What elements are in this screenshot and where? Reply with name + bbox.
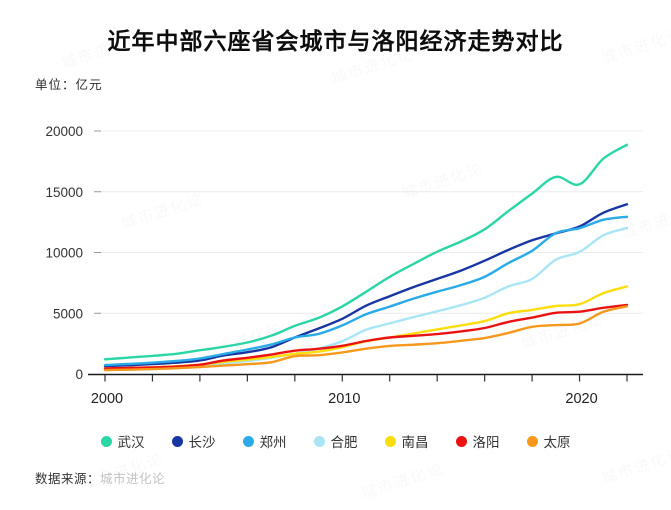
y-axis-tick-label: 0	[75, 367, 83, 382]
y-axis-tick-label: 15000	[45, 185, 83, 200]
legend-dot-icon	[384, 435, 396, 447]
legend-dot-icon	[455, 435, 467, 447]
chart-title: 近年中部六座省会城市与洛阳经济走势对比	[107, 28, 564, 54]
legend-label: 洛阳	[472, 435, 500, 450]
unit-label: 单位：亿元	[35, 78, 103, 92]
legend-item: 长沙	[171, 431, 216, 451]
data-source-name: 城市进化论	[100, 472, 166, 486]
y-axis-tick-label: 20000	[45, 124, 83, 139]
legend-item: 南昌	[384, 431, 429, 451]
legend-item: 合肥	[313, 431, 358, 451]
legend-label: 长沙	[188, 435, 216, 450]
x-axis-tick-label: 2000	[91, 391, 123, 407]
legend-label: 武汉	[117, 435, 145, 450]
y-axis-tick-label: 5000	[53, 306, 83, 321]
legend-item: 太原	[526, 431, 571, 451]
x-axis-tick-label: 2020	[565, 391, 597, 407]
series-line-南昌	[103, 285, 629, 370]
legend-label: 太原	[543, 435, 571, 450]
series-line-郑州	[103, 215, 629, 367]
series-line-太原	[103, 305, 629, 372]
y-axis-tick-label: 10000	[45, 246, 83, 261]
x-axis-tick-label: 2010	[328, 391, 360, 407]
legend-dot-icon	[171, 435, 183, 447]
legend-dot-icon	[242, 435, 254, 447]
legend-label: 合肥	[330, 435, 358, 450]
legend-item: 郑州	[242, 431, 287, 451]
legend: 武汉 长沙 郑州 合肥 南昌 洛阳 太原	[0, 431, 671, 451]
series-line-洛阳	[103, 303, 629, 370]
series-line-长沙	[103, 203, 629, 368]
legend-dot-icon	[100, 435, 112, 447]
legend-label: 郑州	[259, 435, 287, 450]
legend-dot-icon	[526, 435, 538, 447]
data-source: 数据来源：城市进化论	[35, 468, 165, 487]
legend-dot-icon	[313, 435, 325, 447]
legend-item: 武汉	[100, 431, 145, 451]
data-source-prefix: 数据来源：	[35, 472, 101, 486]
series-line-武汉	[103, 143, 629, 361]
legend-label: 南昌	[401, 435, 429, 450]
legend-item: 洛阳	[455, 431, 500, 451]
